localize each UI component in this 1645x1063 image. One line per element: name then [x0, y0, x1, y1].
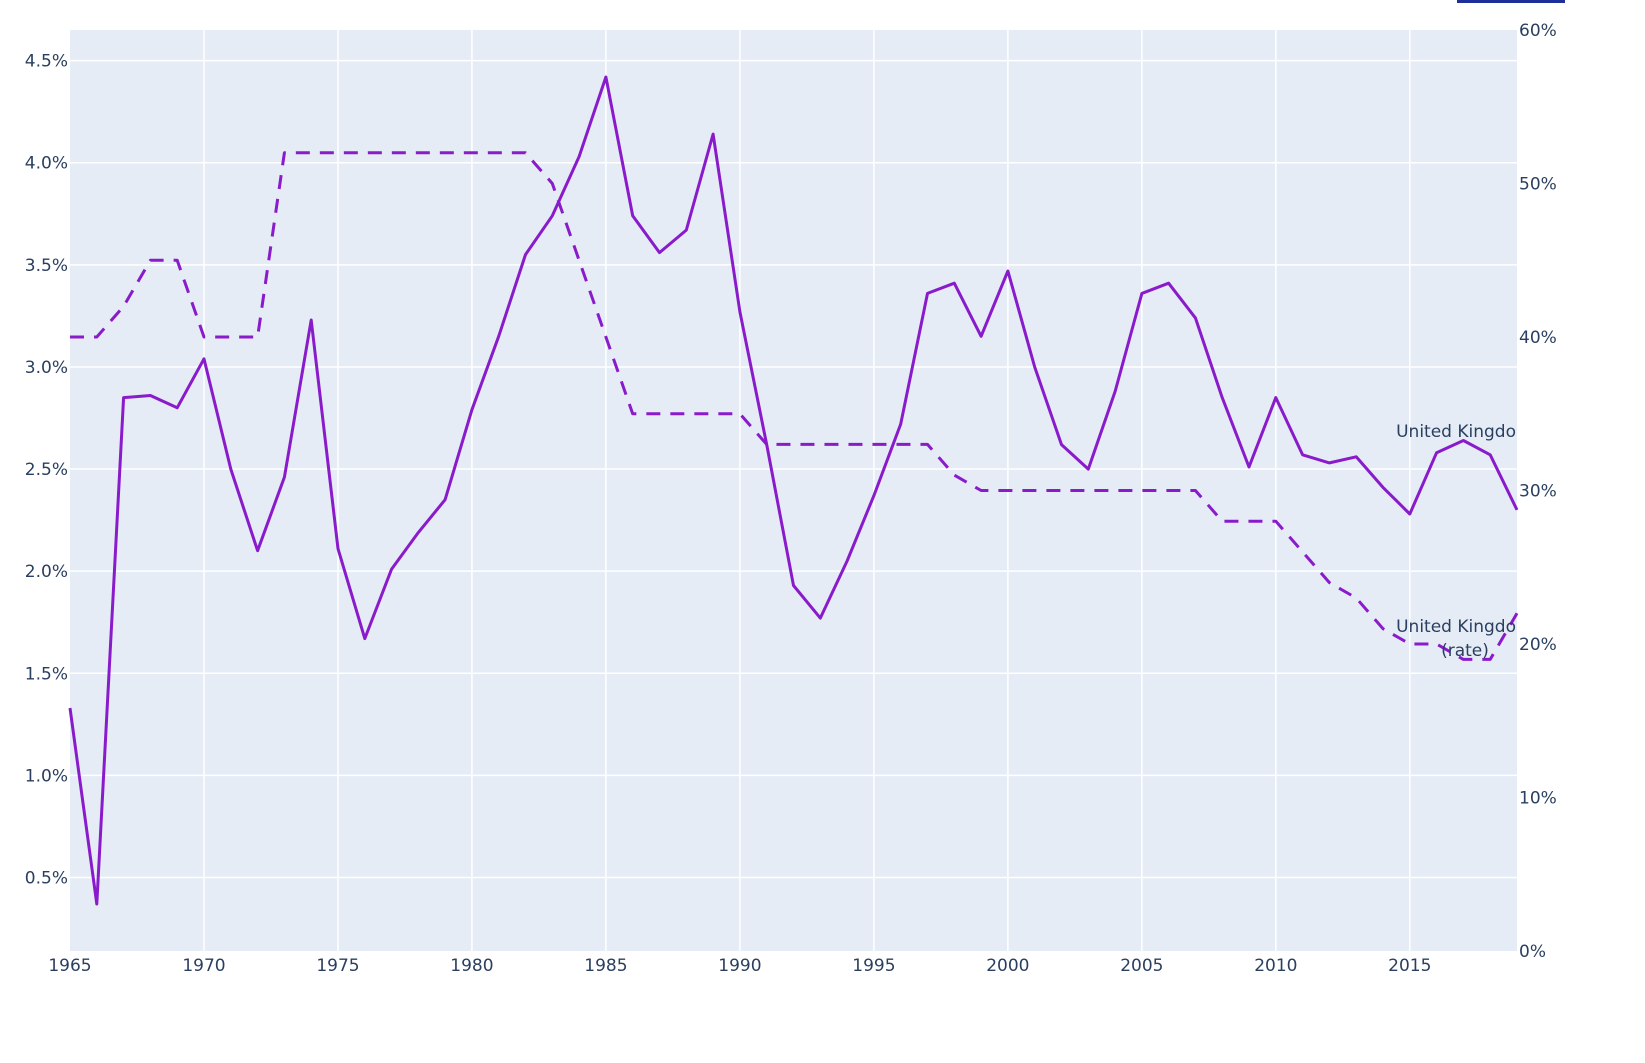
y-right-tick-label: 20% [1519, 635, 1557, 655]
y-right-tick-label: 10% [1519, 789, 1557, 809]
series-label-rate-suffix: (rate) [1441, 641, 1489, 661]
y-left-tick-label: 4.0% [25, 154, 68, 174]
y-right-tick-label: 30% [1519, 482, 1557, 502]
x-tick-label: 1970 [182, 956, 225, 976]
y-right-tick-label: 0% [1519, 942, 1546, 962]
x-tick-label: 2015 [1388, 956, 1431, 976]
x-tick-label: 2010 [1254, 956, 1297, 976]
y-left-tick-label: 0.5% [25, 868, 68, 888]
y-right-tick-label: 40% [1519, 328, 1557, 348]
series-label-rate: United Kingdo [1396, 617, 1516, 637]
y-left-tick-label: 4.5% [25, 52, 68, 72]
axis-ticks: 1965 1970 1975 1980 1985 1990 1995 2000 2005 2010… [25, 21, 1557, 976]
toolbar-indicator [1457, 0, 1565, 3]
x-tick-label: 2005 [1120, 956, 1163, 976]
series-label-gdp: United Kingdo [1396, 422, 1516, 442]
x-tick-label: 1975 [316, 956, 359, 976]
series-line-gdp [68, 75, 1519, 906]
x-tick-label: 1995 [852, 956, 895, 976]
x-tick-label: 2000 [986, 956, 1029, 976]
y-left-tick-label: 1.5% [25, 664, 68, 684]
x-tick-label: 1965 [48, 956, 91, 976]
y-right-tick-label: 60% [1519, 21, 1557, 41]
x-tick-label: 1985 [584, 956, 627, 976]
y-left-tick-label: 2.5% [25, 460, 68, 480]
plot-area [70, 30, 1517, 951]
y-left-tick-label: 2.0% [25, 562, 68, 582]
y-left-tick-label: 1.0% [25, 766, 68, 786]
x-tick-label: 1980 [450, 956, 493, 976]
y-right-tick-label: 50% [1519, 175, 1557, 195]
y-left-tick-label: 3.0% [25, 358, 68, 378]
x-tick-label: 1990 [718, 956, 761, 976]
series-line-rate [70, 151, 1519, 661]
y-left-tick-label: 3.5% [25, 256, 68, 276]
series-lines [68, 75, 1519, 906]
gridlines [70, 30, 1517, 951]
